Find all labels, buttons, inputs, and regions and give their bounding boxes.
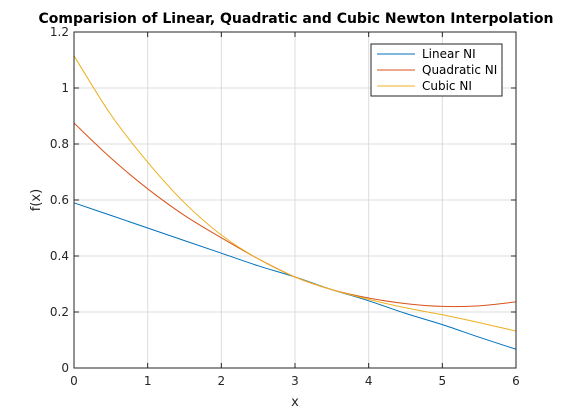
x-tick-label: 5 bbox=[439, 374, 447, 388]
y-axis-ticks: 0 0.2 0.4 0.6 0.8 1 1.2 bbox=[50, 25, 516, 375]
legend-item-linear-ni: Linear NI bbox=[377, 47, 476, 61]
x-axis-ticks: 0 1 2 3 4 5 6 bbox=[70, 32, 520, 388]
legend-item-cubic-ni: Cubic NI bbox=[377, 79, 472, 93]
x-tick-label: 1 bbox=[144, 374, 152, 388]
x-tick-label: 2 bbox=[218, 374, 226, 388]
legend-label: Cubic NI bbox=[422, 79, 472, 93]
x-tick-label: 6 bbox=[512, 374, 520, 388]
x-tick-label: 0 bbox=[70, 374, 78, 388]
series-lines bbox=[73, 55, 517, 350]
legend: Linear NI Quadratic NI Cubic NI bbox=[370, 43, 503, 97]
cubic-ni-line bbox=[73, 55, 517, 332]
y-axis-label: f(x) bbox=[29, 189, 44, 211]
y-tick-label: 0.6 bbox=[50, 193, 69, 207]
chart-title: Comparision of Linear, Quadratic and Cub… bbox=[39, 11, 554, 27]
x-tick-label: 4 bbox=[365, 374, 373, 388]
y-tick-label: 1.2 bbox=[50, 25, 69, 39]
x-tick-label: 3 bbox=[291, 374, 299, 388]
y-tick-label: 0.2 bbox=[50, 305, 69, 319]
legend-item-quadratic-ni: Quadratic NI bbox=[377, 63, 497, 77]
x-axis-label: x bbox=[291, 395, 299, 410]
y-tick-label: 0.4 bbox=[50, 249, 69, 263]
legend-items: Linear NI Quadratic NI Cubic NI bbox=[377, 47, 497, 93]
y-tick-label: 1 bbox=[61, 81, 69, 95]
legend-label: Quadratic NI bbox=[422, 63, 497, 77]
y-tick-label: 0.8 bbox=[50, 137, 69, 151]
y-tick-label: 0 bbox=[61, 361, 69, 375]
legend-label: Linear NI bbox=[422, 47, 476, 61]
